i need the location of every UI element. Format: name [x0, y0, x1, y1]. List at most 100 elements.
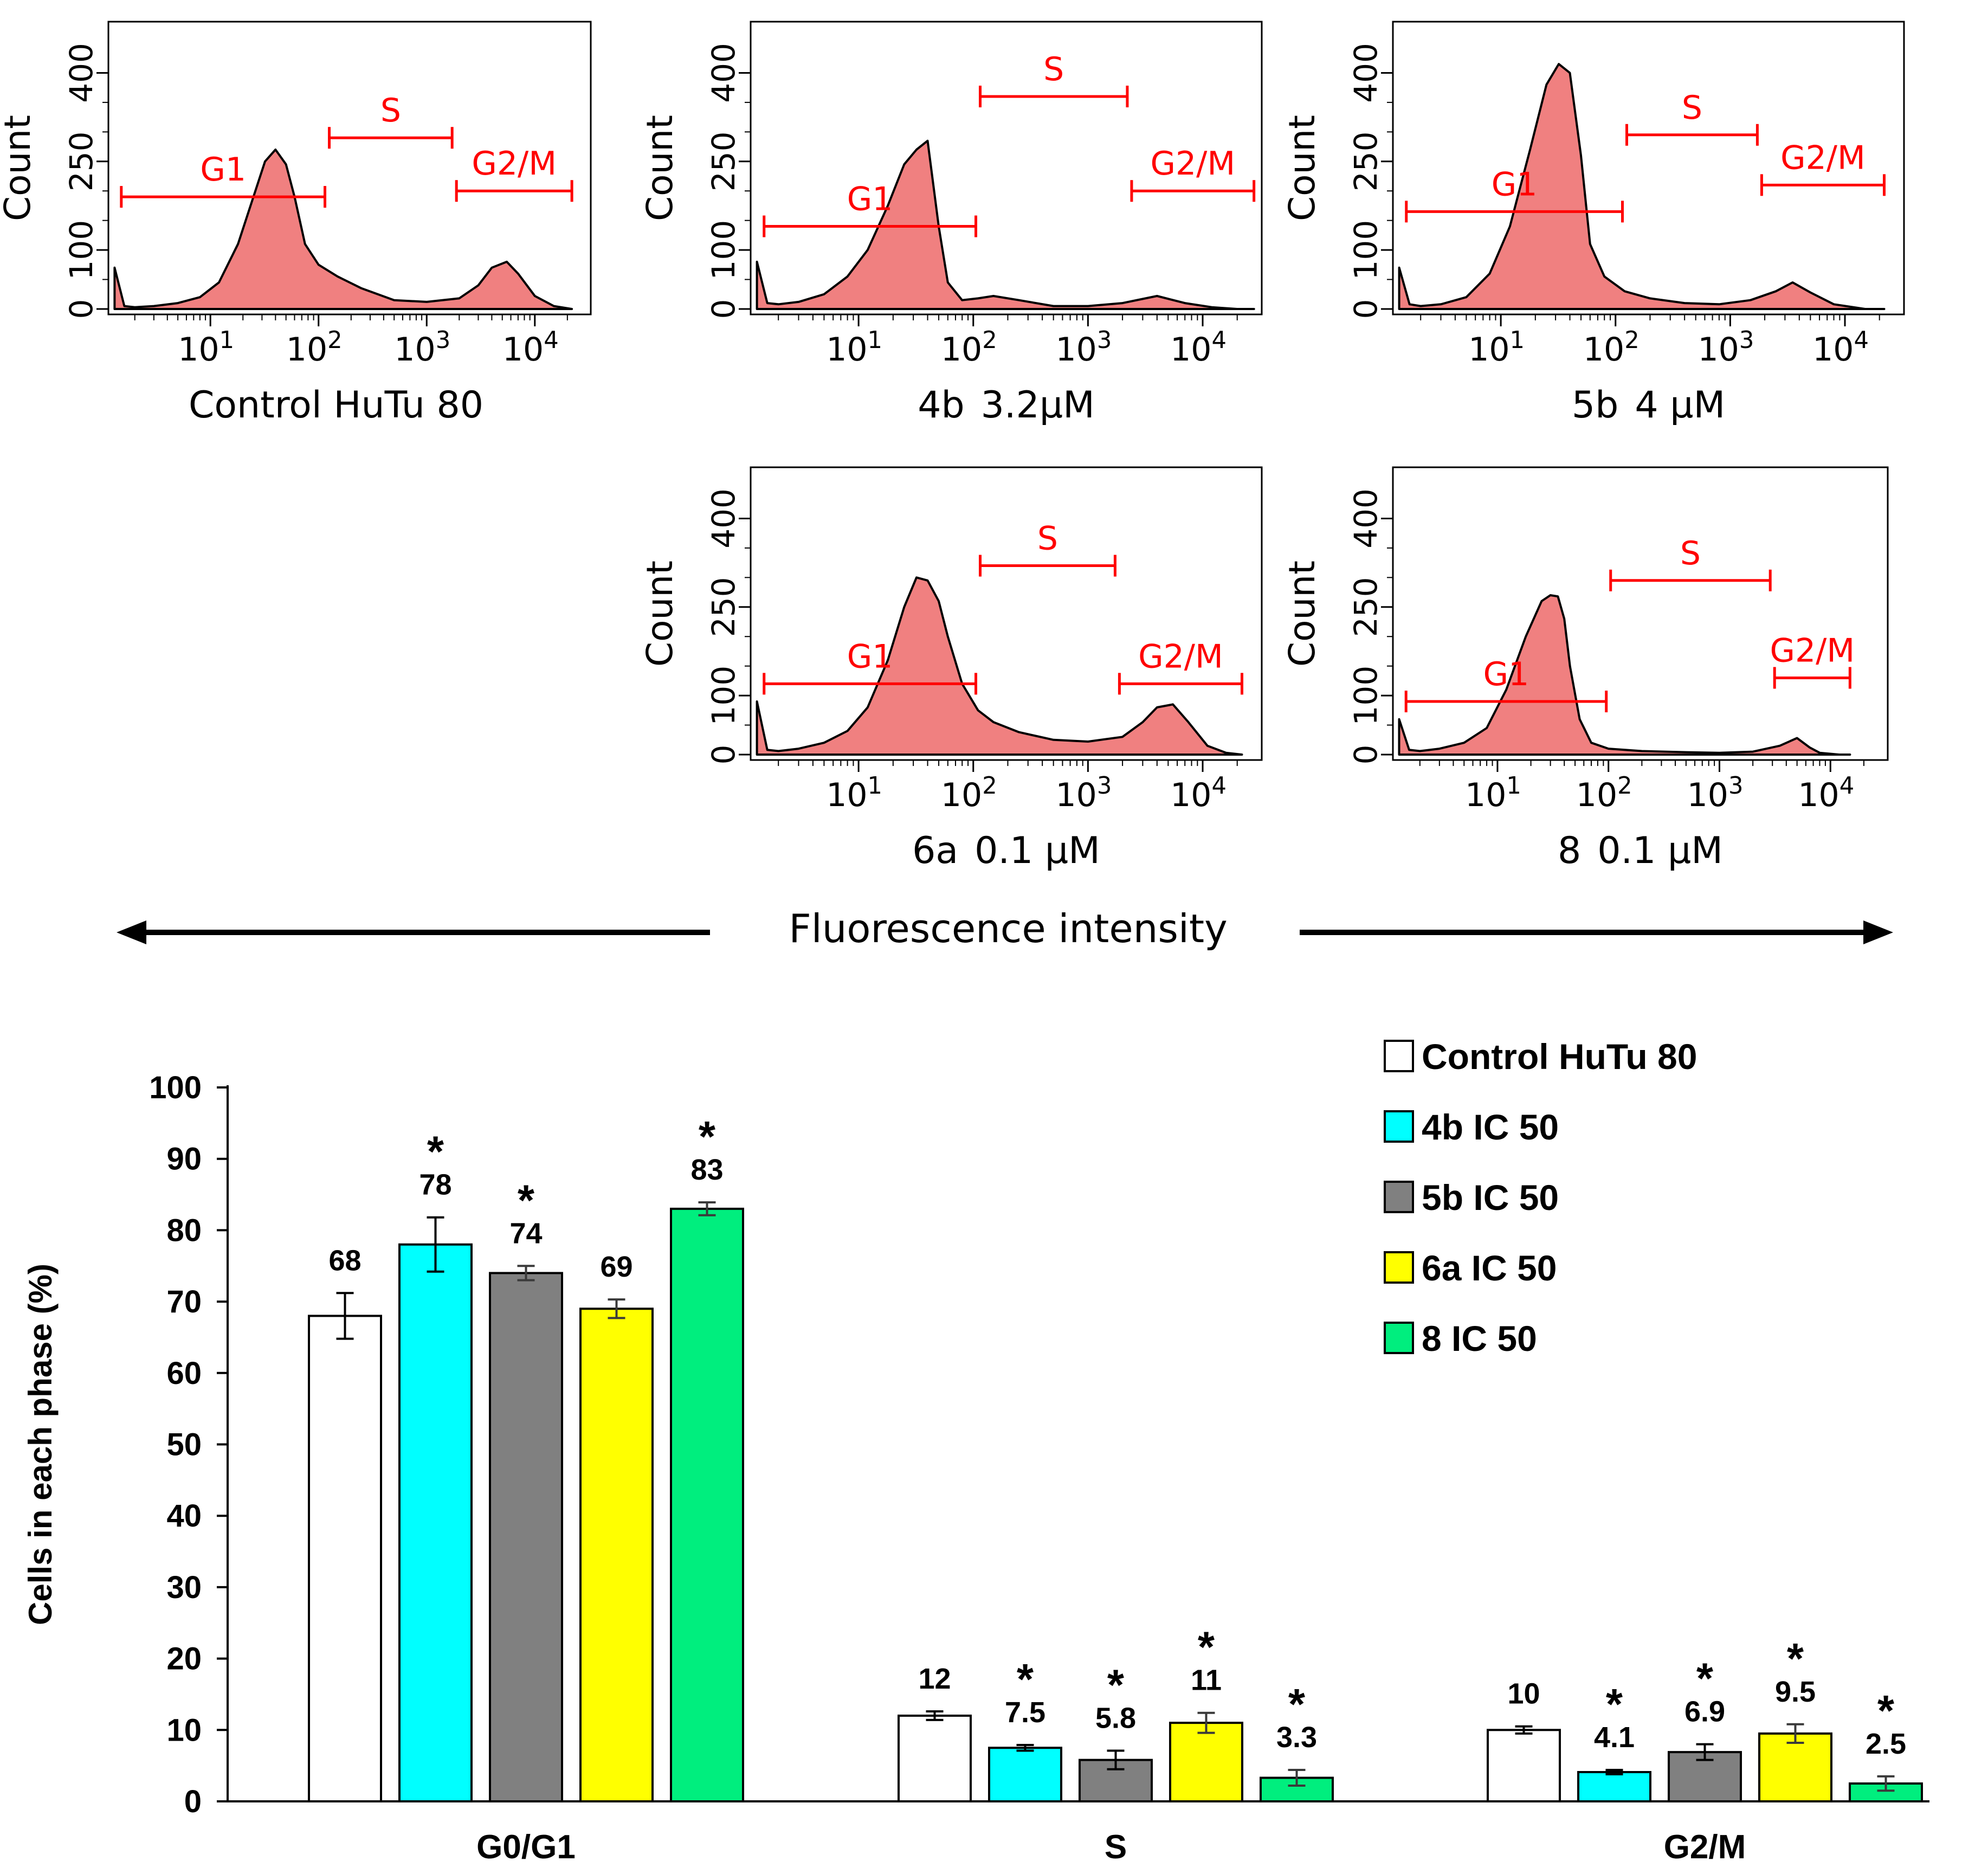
plot-frame: [1392, 21, 1905, 315]
gate-label: G1: [200, 151, 246, 189]
histogram-area: [756, 139, 1255, 310]
gate-label: G1: [1483, 655, 1529, 693]
panel-caption: 4b 3.2μM: [918, 384, 1095, 427]
significance-marker: *: [1107, 1660, 1125, 1709]
gate-label: S: [1682, 89, 1702, 127]
histogram-panel-4: 0 100 250 400 Count 101 102 103 104 G1 S G2/M 6a 0.1 …: [639, 466, 1263, 872]
gate-label: G1: [1492, 165, 1538, 203]
bar-chart: 0 10 20 30 40 50 60 70 80 90 100 Cells in each phas…: [22, 1036, 1929, 1866]
y-tick-label: 400: [1347, 43, 1384, 103]
legend-swatch: [1384, 1322, 1414, 1354]
y-tick-label: 100: [705, 666, 742, 726]
histogram-panel-5: 0 100 250 400 Count 101 102 103 104 G1 S G2/M 8 0.1 μ…: [1281, 466, 1889, 872]
data-label: 3.3: [1276, 1721, 1317, 1754]
gate-label: G2/M: [1150, 145, 1235, 183]
data-label: 7.5: [1005, 1696, 1045, 1729]
y-tick-label: 250: [63, 131, 100, 191]
y-tick-label: 100: [1347, 666, 1384, 726]
gate-label: G2/M: [1138, 637, 1223, 675]
plot-frame: [750, 21, 1263, 315]
bar-s-series-4: [1169, 1722, 1243, 1802]
x-tick-label: 103: [394, 327, 450, 369]
x-tick-label: 103: [1687, 772, 1744, 814]
y-tick-label: 400: [1347, 488, 1384, 549]
significance-marker: *: [1017, 1655, 1034, 1703]
x-tick-label: 101: [1468, 327, 1525, 369]
bar-g2m-series-2: [1577, 1771, 1651, 1802]
data-label: 9.5: [1775, 1676, 1816, 1708]
category-label: S: [1105, 1828, 1127, 1866]
significance-marker: *: [1198, 1623, 1215, 1671]
y-tick-label: 250: [1347, 131, 1384, 191]
y-tick-label: 0: [1347, 299, 1384, 319]
y-tick-label: 250: [705, 131, 742, 191]
y-tick-label: 0: [1347, 745, 1384, 765]
legend: Control HuTu 80 4b IC 50 5b IC 50 6a IC 50 8…: [1384, 1036, 1697, 1358]
histogram-area: [1398, 594, 1851, 756]
x-tick-label: 103: [1055, 772, 1112, 814]
data-label: 12: [918, 1663, 951, 1695]
x-tick-label: 104: [1170, 327, 1227, 369]
y-tick-label: 0: [705, 299, 742, 319]
plot-frame: [750, 466, 1263, 761]
y-tick-label: 400: [705, 43, 742, 103]
x-tick-label: 103: [1055, 327, 1112, 369]
y-tick-label: 100: [149, 1070, 202, 1105]
y-axis-label: Count: [1281, 561, 1323, 667]
bar-g0g1-series-2: [398, 1243, 473, 1802]
data-label: 78: [419, 1169, 451, 1201]
y-tick-label: 50: [166, 1427, 202, 1463]
y-tick-label: 30: [166, 1570, 202, 1605]
legend-entry: 5b IC 50: [1422, 1177, 1559, 1218]
legend-entry: 8 IC 50: [1422, 1318, 1537, 1358]
y-tick-label: 70: [166, 1284, 202, 1319]
legend-swatch: [1384, 1251, 1414, 1284]
legend-swatch: [1384, 1110, 1414, 1143]
right-arrow-head: [1863, 920, 1893, 944]
histogram-area: [1398, 63, 1886, 310]
x-tick-label: 102: [941, 327, 997, 369]
significance-marker: *: [518, 1176, 535, 1224]
y-tick-label: 10: [166, 1712, 202, 1748]
y-tick-label: 20: [166, 1641, 202, 1677]
significance-marker: *: [1787, 1634, 1804, 1683]
plot-frame: [107, 21, 592, 315]
legend-entry: 6a IC 50: [1422, 1248, 1557, 1288]
significance-marker: *: [1877, 1686, 1895, 1735]
histogram-area: [113, 149, 573, 310]
significance-marker: *: [427, 1128, 444, 1176]
panel-caption: 5b 4 μM: [1572, 384, 1725, 427]
legend-swatch: [1384, 1040, 1414, 1072]
y-tick-label: 60: [166, 1356, 202, 1391]
gate-label: S: [1043, 50, 1064, 88]
bar-s-series-2: [988, 1747, 1062, 1803]
x-tick-label: 101: [1465, 772, 1521, 814]
bar-g0g1-series-1: [308, 1315, 382, 1802]
data-label: 11: [1191, 1664, 1222, 1697]
significance-marker: *: [699, 1112, 716, 1161]
y-tick-label: 40: [166, 1498, 202, 1534]
x-tick-label: 104: [502, 327, 559, 369]
y-tick-label: 0: [184, 1784, 202, 1819]
fluorescence-axis-annotation: Fluorescence intensity: [117, 906, 1893, 951]
gate-label: G1: [847, 637, 893, 675]
y-tick-label: 90: [166, 1142, 202, 1177]
panel-caption: 6a 0.1 μM: [912, 829, 1100, 872]
x-tick-label: 102: [286, 327, 343, 369]
data-label: 83: [690, 1154, 723, 1186]
y-axis-label: Count: [1281, 115, 1323, 221]
bar-g0g1-series-4: [579, 1308, 654, 1802]
legend-entry: Control HuTu 80: [1422, 1036, 1697, 1077]
y-axis-label: Cells in each phase (%): [22, 1264, 59, 1625]
histogram-panel-2: 0 100 250 400 Count 101 102 103 104 G1 S G2/M 4b 3.2μ…: [639, 21, 1263, 427]
gate-label: S: [1037, 520, 1058, 558]
data-label: 74: [509, 1217, 542, 1250]
panel-caption: Control HuTu 80: [189, 384, 483, 427]
y-tick-label: 400: [63, 43, 100, 103]
x-tick-label: 101: [826, 772, 882, 814]
data-label: 4.1: [1594, 1721, 1635, 1754]
histogram-panel-3: 0 100 250 400 Count 101 102 103 104 G1 S G2/M 5b 4 μM: [1281, 21, 1905, 427]
data-label: 5.8: [1095, 1702, 1136, 1734]
y-tick-label: 400: [705, 488, 742, 549]
